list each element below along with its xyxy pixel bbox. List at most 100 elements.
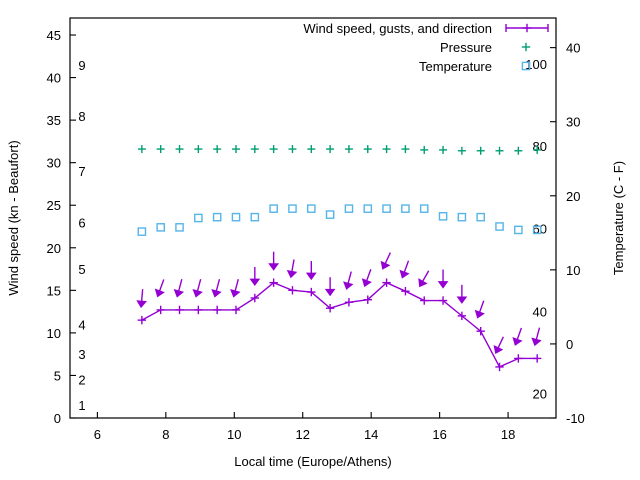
- legend-marker: [521, 61, 531, 71]
- pressure-point: [401, 145, 410, 154]
- x-tick-label: 14: [364, 427, 378, 442]
- wind-speed-point: [250, 293, 260, 303]
- beaufort-label: 7: [78, 164, 85, 179]
- wind-speed-point: [288, 286, 297, 295]
- y-tick-label: 30: [47, 156, 61, 171]
- wind-speed-point: [401, 286, 410, 296]
- temperature-point: [495, 222, 504, 231]
- wind-speed-point: [363, 295, 372, 304]
- pressure-point: [344, 145, 353, 154]
- beaufort-label: 4: [78, 317, 85, 332]
- wind-direction-arrow: [437, 269, 449, 289]
- y-axis-left: 0 5 10 15 20 25 30 35 40 45: [47, 28, 76, 426]
- y2-tick-label: 20: [566, 189, 580, 204]
- wind-speed-point: [194, 305, 203, 315]
- pressure-point: [307, 145, 316, 154]
- wind-direction-arrow: [343, 271, 354, 290]
- beaufort-label: 2: [78, 373, 85, 388]
- wind-speed-point: [307, 287, 316, 297]
- temperature-point: [514, 225, 523, 235]
- wind-speed-point: [175, 305, 184, 315]
- temperature-point: [250, 212, 260, 222]
- wind-direction-arrow: [456, 284, 468, 304]
- wind-speed-point: [514, 354, 523, 363]
- fahrenheit-scale-labels: 20 40 60 80 100: [525, 57, 547, 402]
- temperature-point: [212, 212, 222, 222]
- wind-direction-arrow: [286, 259, 298, 279]
- temperature-point: [288, 204, 297, 213]
- wind-direction-arrow: [380, 252, 392, 270]
- y-tick-label: 10: [47, 326, 61, 341]
- wind-speed-point: [212, 305, 222, 315]
- wind-speed-point: [344, 298, 354, 307]
- pressure-point: [137, 145, 146, 154]
- beaufort-label: 8: [78, 109, 85, 124]
- legend-label: Wind speed, gusts, and direction: [303, 21, 492, 36]
- pressure-point: [533, 145, 542, 154]
- wind-speed-point: [476, 326, 485, 336]
- wind-speed-point: [137, 315, 147, 325]
- wind-direction-arrows: [136, 251, 542, 355]
- wind-speed-point: [457, 311, 467, 321]
- series-pressure: [137, 145, 542, 155]
- plot-frame: [69, 17, 557, 419]
- y-tick-label: 15: [47, 283, 61, 298]
- fahrenheit-label: 40: [533, 304, 547, 319]
- x-tick-label: 8: [162, 427, 169, 442]
- pressure-point: [382, 145, 391, 154]
- wind-speed-point: [156, 305, 165, 315]
- temperature-point: [269, 204, 278, 213]
- pressure-point: [175, 145, 184, 154]
- wind-direction-arrow: [324, 277, 336, 297]
- legend-marker: [521, 42, 531, 52]
- wind-direction-arrow: [249, 267, 261, 287]
- fahrenheit-label: 100: [525, 57, 547, 72]
- pressure-point: [156, 145, 165, 154]
- wind-speed-point: [532, 354, 542, 363]
- y2-tick-label: 0: [566, 337, 573, 352]
- temperature-point: [306, 204, 316, 213]
- x-tick-label: 6: [94, 427, 101, 442]
- series-temperature: [137, 204, 542, 236]
- wind-speed-point: [269, 278, 278, 287]
- x-tick-label: 10: [227, 427, 241, 442]
- wind-speed-point: [420, 296, 429, 305]
- pressure-point: [514, 146, 523, 155]
- wind-direction-arrow: [268, 251, 280, 271]
- y2-tick-label: 10: [566, 263, 580, 278]
- temperature-point: [363, 204, 373, 213]
- pressure-point: [288, 145, 297, 154]
- temperature-point: [457, 212, 467, 222]
- x-tick-label: 12: [295, 427, 309, 442]
- wind-direction-arrow: [305, 261, 317, 281]
- pressure-point: [476, 146, 485, 155]
- x-axis-label: Local time (Europe/Athens): [234, 454, 392, 469]
- pressure-point: [326, 145, 335, 154]
- series-wind-speed: [137, 278, 542, 372]
- wind-direction-arrow: [211, 279, 222, 298]
- wind-direction-arrow: [136, 289, 148, 309]
- wind-speed-point: [231, 305, 241, 315]
- legend-label: Temperature: [419, 59, 492, 74]
- temperature-point: [156, 223, 165, 232]
- y-tick-label: 0: [54, 411, 61, 426]
- temperature-point: [325, 210, 335, 219]
- y-tick-label: 35: [47, 113, 61, 128]
- wind-speed-point: [382, 278, 391, 287]
- wind-speed-point: [325, 304, 335, 313]
- temperature-point: [476, 212, 486, 222]
- pressure-point: [439, 145, 448, 154]
- y-tick-label: 45: [47, 28, 61, 43]
- wind-speed-line: [141, 281, 538, 368]
- x-axis: 6 8 10 12 14 16 18: [94, 412, 515, 442]
- y2-tick-label: 30: [566, 115, 580, 130]
- y-axis-right: -10 0 10 20 30 40: [550, 41, 585, 426]
- temperature-point: [419, 204, 429, 213]
- pressure-point: [194, 145, 203, 154]
- temperature-point: [344, 204, 354, 213]
- wind-direction-arrow: [418, 270, 430, 288]
- pressure-point: [269, 145, 278, 154]
- x-tick-label: 16: [432, 427, 446, 442]
